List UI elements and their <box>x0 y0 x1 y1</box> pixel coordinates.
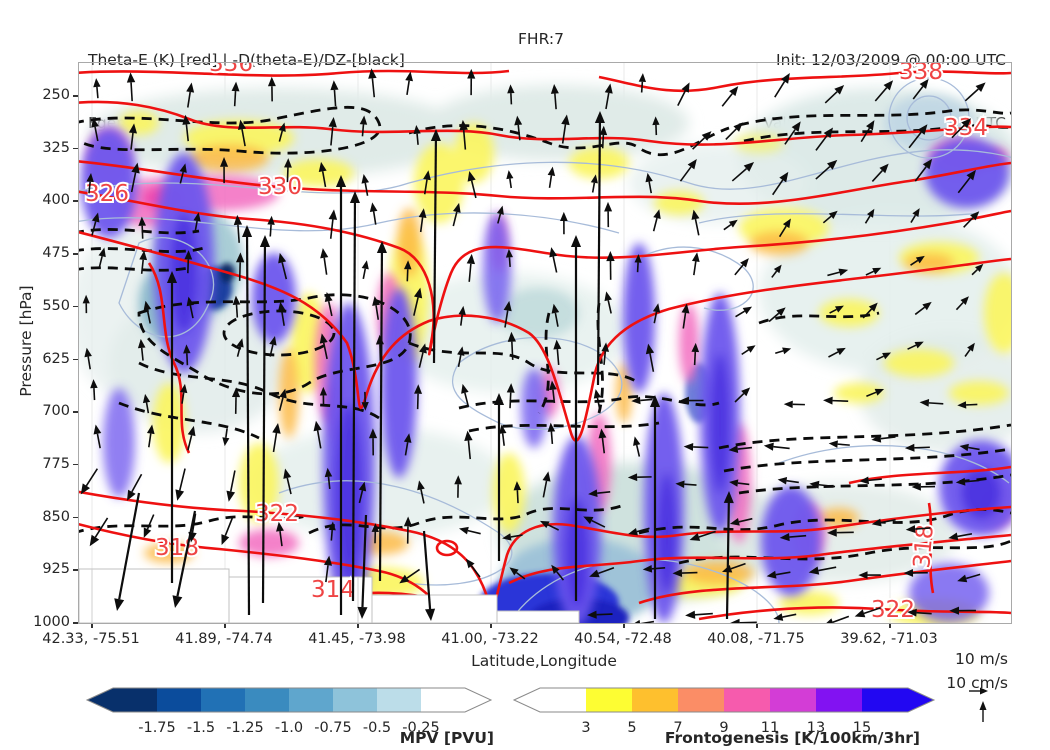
x-tick-label: 42.33, -75.51 <box>42 631 140 647</box>
svg-text:3: 3 <box>581 720 590 736</box>
vertical-motion-key: 10 cm/s <box>946 674 1008 692</box>
svg-text:-0.25: -0.25 <box>402 720 440 736</box>
contour-label-330: 330 <box>258 174 302 200</box>
svg-text:-1.75: -1.75 <box>138 720 176 736</box>
title-line-1: Theta-E (K) [red] | -D(theta-E)/DZ-[blac… <box>88 51 405 69</box>
svg-text:9: 9 <box>719 720 728 736</box>
init-time: Init: 12/03/2009 @ 00:00 UTC <box>776 51 1006 69</box>
y-tick-mark <box>73 622 78 624</box>
x-tick-mark <box>623 623 625 628</box>
y-tick-label: 550 <box>42 297 70 314</box>
x-tick-label: 39.62, -71.03 <box>840 631 938 647</box>
contour-label-322: 322 <box>255 501 299 527</box>
mpv-colorbar-ticks: -1.75 -1.5 -1.25 -1.0 -0.75 -0.5 -0.25 <box>138 720 440 736</box>
wind-vectors <box>80 68 986 623</box>
fgen-colorbar: 3 5 7 9 11 13 15 <box>512 687 936 736</box>
svg-text:-1.25: -1.25 <box>226 720 264 736</box>
svg-text:11: 11 <box>761 720 779 736</box>
terrain-mask <box>79 568 580 623</box>
mpv-colorbar-segments <box>85 687 493 713</box>
fgen-colorbar-ticks: 3 5 7 9 11 13 15 <box>581 720 871 736</box>
cross-section-plot: 336 338 334 330 326 322 318 314 322 318 <box>78 62 1012 624</box>
theta-e-contours <box>79 69 1011 623</box>
contour-label-314: 314 <box>311 577 355 603</box>
contour-label-318: 318 <box>155 535 199 561</box>
svg-text:-1.5: -1.5 <box>187 720 215 736</box>
x-tick-label: 40.54, -72.48 <box>574 631 672 647</box>
svg-text:7: 7 <box>673 720 682 736</box>
y-tick-label: 775 <box>42 455 70 472</box>
y-tick-label: 250 <box>42 87 70 103</box>
y-tick-label: 700 <box>42 403 70 420</box>
y-tick-label: 325 <box>42 139 70 156</box>
y-tick-mark <box>73 253 78 255</box>
x-tick-label: 41.45, -73.98 <box>308 631 406 647</box>
y-tick-label: 850 <box>42 508 70 525</box>
y-tick-mark <box>73 95 78 97</box>
y-tick-mark <box>73 147 78 150</box>
x-tick-mark <box>357 623 359 628</box>
mpv-colorbar-label: MPV [PVU] <box>399 729 494 747</box>
contour-label-336: 336 <box>209 63 253 77</box>
vertical-key-arrow <box>979 701 987 722</box>
y-tick-label: 925 <box>42 561 70 578</box>
horizontal-key-arrow <box>969 687 988 695</box>
y-tick-label: 400 <box>42 192 70 209</box>
y-tick-mark <box>73 516 78 519</box>
svg-text:15: 15 <box>853 720 871 736</box>
y-tick-mark <box>73 358 78 360</box>
y-tick-mark <box>73 463 78 466</box>
y-tick-mark <box>73 305 78 308</box>
contour-label-334: 334 <box>944 115 988 141</box>
contour-label-338: 338 <box>899 63 943 85</box>
svg-text:13: 13 <box>807 720 825 736</box>
y-tick-mark <box>73 569 78 571</box>
y-tick-mark <box>73 411 78 413</box>
forecast-hour: FHR:7 <box>518 30 564 48</box>
x-axis-label: Latitude,Longitude <box>471 652 617 670</box>
x-tick-label: 40.08, -71.75 <box>707 631 805 647</box>
svg-text:-0.5: -0.5 <box>363 720 391 736</box>
x-tick-label: 41.00, -73.22 <box>441 631 539 647</box>
contour-label-326: 326 <box>85 181 129 207</box>
mpv-contour-lines <box>79 77 1011 623</box>
y-tick-label: 625 <box>42 350 70 367</box>
contour-label-322-right: 322 <box>871 597 915 623</box>
x-tick-mark <box>224 623 226 628</box>
svg-text:5: 5 <box>627 720 636 736</box>
mpv-colorbar: -1.75 -1.5 -1.25 -1.0 -0.75 -0.5 -0.25 <box>85 687 493 736</box>
y-tick-mark <box>73 200 78 202</box>
fgen-colorbar-label: Frontogenesis [K/100km/3hr] <box>664 729 920 747</box>
contour-labels: 336 338 334 330 326 322 318 314 322 318 <box>83 63 990 623</box>
x-tick-mark <box>91 623 93 628</box>
cross-section-canvas: 336 338 334 330 326 322 318 314 322 318 <box>79 63 1011 623</box>
x-tick-label: 41.89, -74.74 <box>175 631 273 647</box>
y-tick-label: 1000 <box>33 614 70 630</box>
svg-text:-0.75: -0.75 <box>314 720 352 736</box>
mask-gridlines <box>91 569 359 623</box>
x-tick-mark <box>889 623 891 628</box>
fgen-colorbar-segments <box>512 687 936 713</box>
y-axis-label: Pressure [hPa] <box>17 285 35 397</box>
x-tick-mark <box>490 623 492 628</box>
y-tick-label: 475 <box>42 245 70 262</box>
svg-text:-1.0: -1.0 <box>275 720 303 736</box>
x-tick-mark <box>756 623 758 628</box>
wind-speed-key: 10 m/s <box>954 650 1008 668</box>
